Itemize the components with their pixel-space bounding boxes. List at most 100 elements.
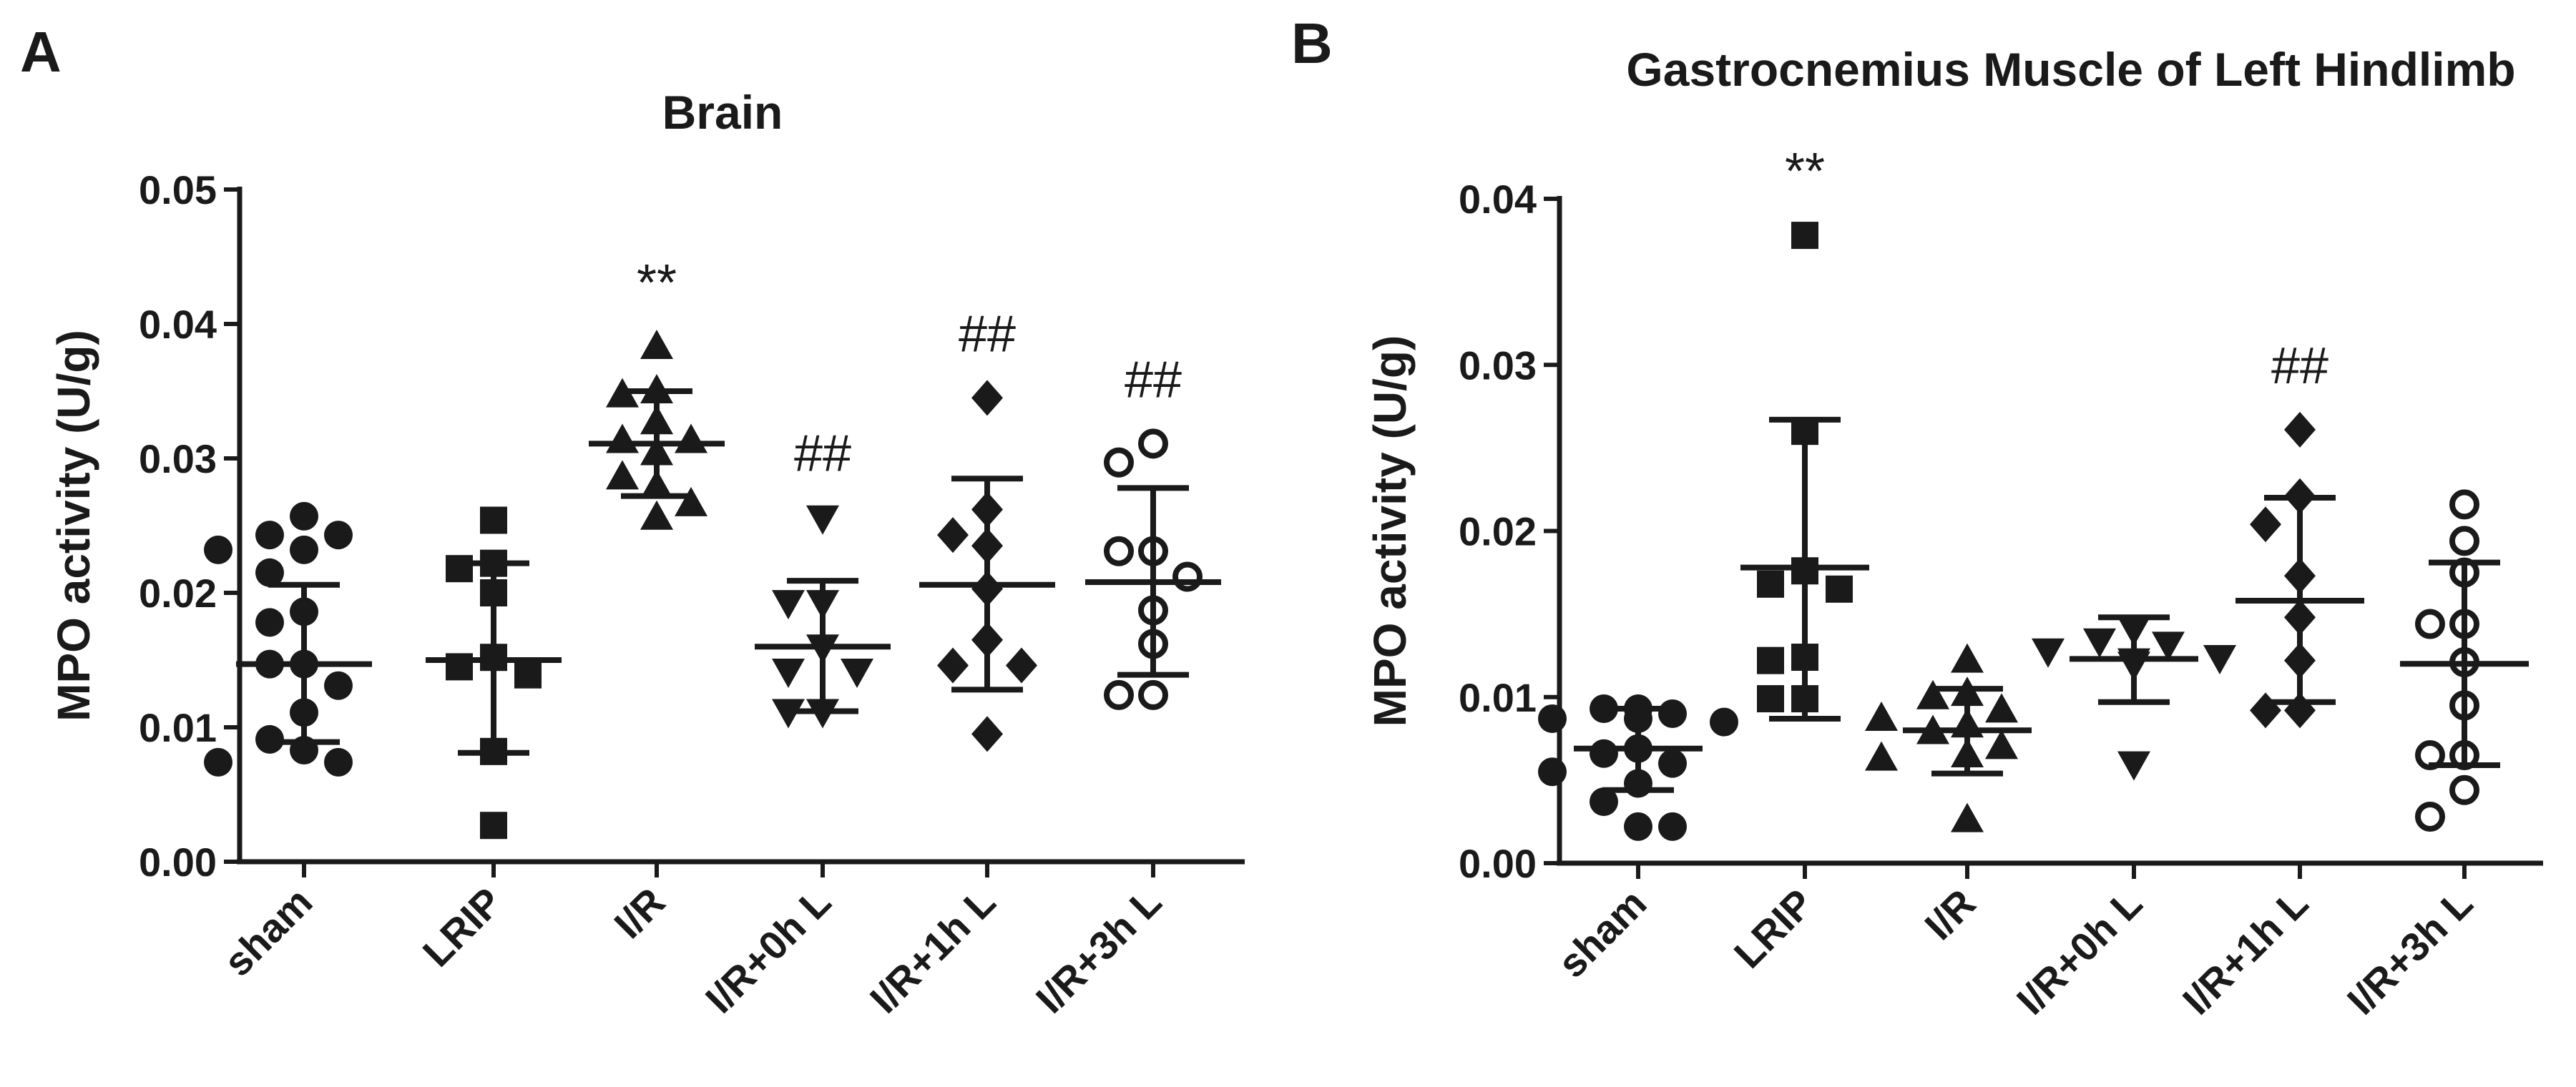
data-point bbox=[1757, 570, 1784, 598]
data-point bbox=[324, 747, 353, 777]
data-point bbox=[204, 747, 232, 777]
data-point bbox=[2284, 411, 2316, 448]
data-point bbox=[2083, 628, 2116, 658]
x-tick-label: I/R+0h L bbox=[697, 879, 840, 1022]
data-point bbox=[2449, 489, 2479, 520]
y-axis-label: MPO activity (U/g) bbox=[1364, 335, 1416, 727]
group-i-r-0h-l: I/R+0h L ## bbox=[697, 426, 891, 1022]
data-point bbox=[1791, 222, 1818, 250]
data-point bbox=[1104, 536, 1134, 566]
x-tick-label: I/R bbox=[1916, 880, 1984, 948]
significance-annotation: ## bbox=[1125, 351, 1182, 408]
data-point bbox=[2250, 692, 2281, 729]
data-point bbox=[2449, 526, 2479, 556]
data-point bbox=[324, 671, 353, 700]
data-point bbox=[1951, 643, 1984, 673]
y-axis-label: MPO activity (U/g) bbox=[48, 330, 99, 722]
data-point bbox=[1138, 428, 1168, 459]
data-point bbox=[640, 329, 673, 359]
data-point bbox=[841, 659, 873, 689]
data-point bbox=[2415, 801, 2445, 832]
data-point bbox=[806, 505, 839, 535]
data-point bbox=[937, 517, 969, 554]
data-point bbox=[675, 423, 707, 453]
panel-a-brain: A Brain MPO activity (U/g) 0.00 0.01 0.02 0.03… bbox=[20, 20, 1245, 1022]
data-point bbox=[1865, 701, 1898, 731]
group-i-r-1h-l: I/R+1h L ## bbox=[861, 305, 1055, 1022]
data-point bbox=[324, 521, 353, 550]
data-point bbox=[1985, 729, 2018, 759]
data-point bbox=[2250, 506, 2281, 543]
y-tick-label: 0.00 bbox=[139, 840, 217, 885]
data-point bbox=[2117, 751, 2150, 781]
data-point bbox=[1624, 812, 1652, 841]
data-point bbox=[1658, 812, 1687, 841]
significance-annotation: ## bbox=[794, 426, 851, 483]
data-point bbox=[1658, 749, 1687, 778]
data-point bbox=[1538, 704, 1567, 733]
y-tick-label: 0.00 bbox=[1459, 841, 1537, 886]
data-point bbox=[1104, 679, 1134, 710]
data-point bbox=[606, 460, 639, 490]
y-tick-label: 0.04 bbox=[139, 302, 217, 347]
significance-annotation: ** bbox=[637, 255, 677, 312]
x-tick-label: I/R+3h L bbox=[1027, 879, 1170, 1022]
data-point bbox=[1710, 707, 1738, 737]
x-tick-label: sham bbox=[1549, 880, 1655, 986]
x-tick-label: I/R+0h L bbox=[2008, 880, 2151, 1023]
x-tick-label: I/R bbox=[605, 879, 673, 947]
y-tick-label: 0.02 bbox=[1459, 509, 1537, 554]
data-point bbox=[675, 486, 707, 516]
data-point bbox=[1658, 699, 1687, 728]
data-point bbox=[1138, 679, 1168, 710]
y-tick-label: 0.02 bbox=[139, 571, 217, 616]
data-point bbox=[1865, 741, 1898, 771]
y-tick-label: 0.04 bbox=[1459, 177, 1537, 222]
data-point bbox=[1590, 739, 1618, 768]
group-i-r: I/R ** bbox=[589, 255, 725, 947]
x-tick-label: I/R+1h L bbox=[861, 879, 1004, 1022]
data-point bbox=[255, 608, 284, 637]
data-point bbox=[1985, 693, 2018, 723]
data-point bbox=[2203, 645, 2236, 675]
data-point bbox=[1590, 787, 1618, 817]
x-tick-label: LRIP bbox=[1725, 880, 1822, 977]
group-lrip: LRIP ** bbox=[1725, 143, 1869, 977]
data-point bbox=[1951, 802, 1984, 832]
data-point bbox=[204, 535, 232, 564]
data-point bbox=[255, 558, 284, 587]
y-tick-label: 0.03 bbox=[139, 436, 217, 481]
data-point bbox=[1172, 561, 1203, 592]
x-tick-label: sham bbox=[215, 879, 320, 985]
data-point bbox=[640, 500, 673, 530]
data-point bbox=[772, 659, 805, 689]
data-point bbox=[937, 647, 969, 684]
y-tick-label: 0.01 bbox=[139, 705, 217, 750]
data-point bbox=[971, 380, 1003, 416]
data-point bbox=[290, 535, 318, 564]
data-point bbox=[1916, 679, 1949, 709]
y-tick-label: 0.05 bbox=[139, 167, 217, 212]
data-point bbox=[1006, 647, 1037, 684]
x-tick-label: LRIP bbox=[414, 879, 511, 975]
group-i-r: I/R bbox=[1865, 643, 2032, 948]
data-point bbox=[446, 555, 473, 583]
data-point bbox=[1826, 575, 1853, 603]
group-sham: sham bbox=[1538, 694, 1738, 986]
data-point bbox=[514, 661, 542, 689]
data-point bbox=[772, 590, 805, 620]
data-point bbox=[290, 501, 318, 531]
data-point bbox=[971, 716, 1003, 752]
x-tick-label: I/R+1h L bbox=[2174, 880, 2317, 1023]
data-point bbox=[480, 812, 507, 840]
data-point bbox=[2449, 774, 2479, 805]
group-i-r-3h-l: I/R+3h L ## bbox=[1027, 351, 1221, 1022]
data-point bbox=[2152, 631, 2185, 661]
panel-letter: A bbox=[20, 20, 62, 84]
data-point bbox=[255, 521, 284, 550]
significance-annotation: ## bbox=[2271, 338, 2328, 395]
panel-b-gastrocnemius: B Gastrocnemius Muscle of Left Hindlimb MP… bbox=[1291, 11, 2543, 1023]
group-lrip: LRIP bbox=[414, 506, 562, 975]
significance-annotation: ## bbox=[959, 305, 1016, 363]
